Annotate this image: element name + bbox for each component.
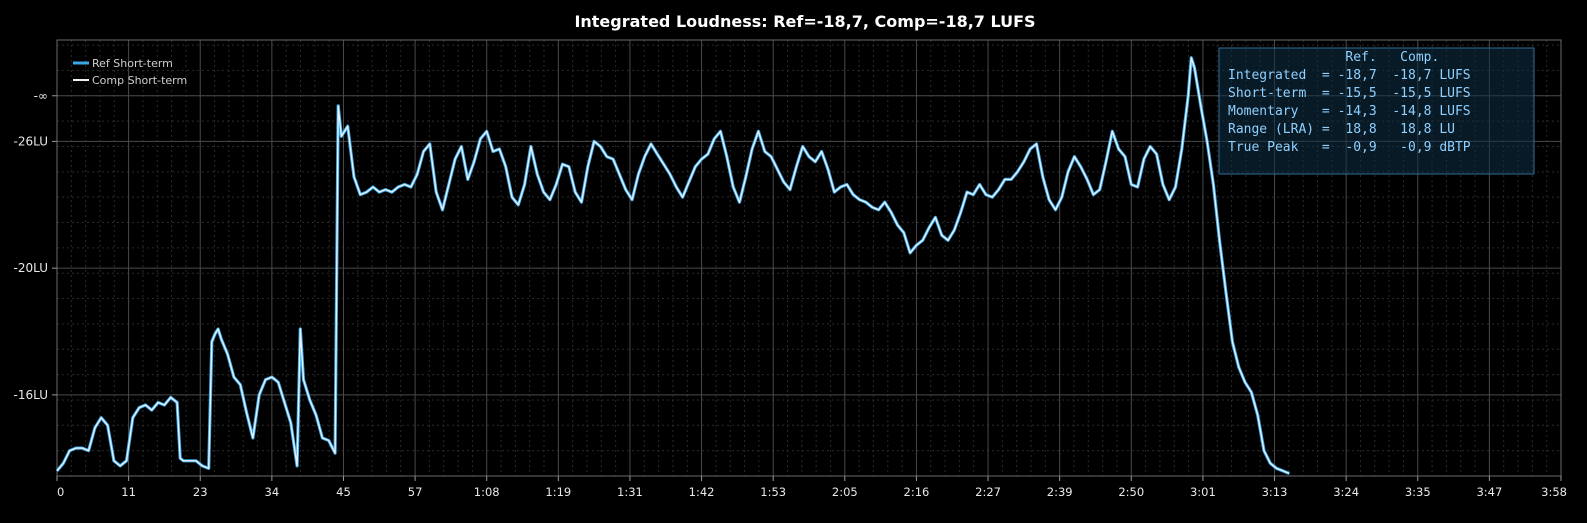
stats-row-momentary: Momentary = -14,3 -14,8 LUFS xyxy=(1228,104,1471,119)
series-comp-short-term xyxy=(56,57,1290,475)
x-tick-label: 2:39 xyxy=(1047,485,1073,499)
stats-row-range: Range (LRA) = 18,8 18,8 LU xyxy=(1228,122,1455,137)
x-tick-label: 3:35 xyxy=(1405,485,1431,499)
legend-comp-label: Comp Short-term xyxy=(92,74,187,87)
stats-row-short-term: Short-term = -15,5 -15,5 LUFS xyxy=(1228,86,1471,101)
x-tick-label: 0 xyxy=(57,485,64,499)
y-tick-label: -∞ xyxy=(34,89,48,103)
grid-minor xyxy=(57,40,1561,476)
x-tick-label: 2:16 xyxy=(904,485,930,499)
x-tick-label: 11 xyxy=(121,485,136,499)
stats-row-header: Ref. Comp. xyxy=(1228,50,1439,65)
x-tick-label: 3:24 xyxy=(1333,485,1359,499)
stats-box-background xyxy=(1218,47,1535,175)
x-tick-label: 3:13 xyxy=(1262,485,1288,499)
x-tick-label: 3:58 xyxy=(1541,485,1567,499)
stats-row-integrated: Integrated = -18,7 -18,7 LUFS xyxy=(1228,68,1471,83)
chart-title: Integrated Loudness: Ref=-18,7, Comp=-18… xyxy=(574,12,1035,31)
legend: Ref Short-term Comp Short-term xyxy=(73,57,187,87)
y-tick-label: -20LU xyxy=(14,261,48,275)
x-tick-label: 45 xyxy=(336,485,351,499)
x-tick-label: 2:05 xyxy=(832,485,858,499)
x-tick-label: 1:31 xyxy=(617,485,643,499)
x-tick-label: 1:08 xyxy=(474,485,500,499)
x-tick-label: 3:47 xyxy=(1476,485,1502,499)
y-tick-label: -26LU xyxy=(14,134,48,148)
x-tick-label: 1:42 xyxy=(689,485,715,499)
stats-row-true-peak: True Peak = -0,9 -0,9 dBTP xyxy=(1228,140,1471,155)
x-tick-label: 3:01 xyxy=(1190,485,1216,499)
y-axis-ticks: -16LU -20LU -26LU -∞ xyxy=(14,89,57,402)
x-tick-label: 2:50 xyxy=(1118,485,1144,499)
legend-ref-label: Ref Short-term xyxy=(92,57,173,70)
x-tick-label: 34 xyxy=(265,485,280,499)
x-tick-label: 2:27 xyxy=(975,485,1001,499)
x-tick-label: 23 xyxy=(193,485,208,499)
x-tick-label: 57 xyxy=(408,485,423,499)
x-tick-label: 1:53 xyxy=(760,485,786,499)
stats-box: Ref. Comp. Integrated = -18,7 -18,7 LUFS… xyxy=(1218,47,1535,175)
x-axis-ticks: 0 11 23 34 45 57 1:08 1:19 1:31 1:42 1:53 2:05 2:16 2… xyxy=(56,476,1567,499)
x-tick-label: 1:19 xyxy=(545,485,571,499)
y-tick-label: -16LU xyxy=(14,388,48,402)
plot-frame xyxy=(56,39,1562,477)
